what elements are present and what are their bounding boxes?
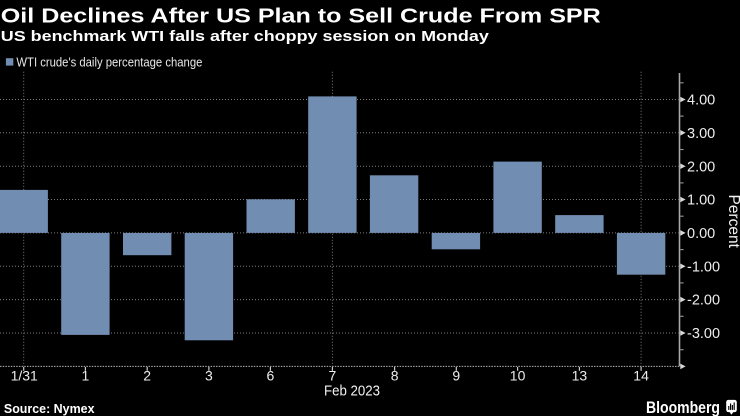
svg-text:8: 8 bbox=[391, 368, 399, 384]
svg-text:Feb 2023: Feb 2023 bbox=[324, 383, 380, 399]
svg-text:US benchmark WTI falls after c: US benchmark WTI falls after choppy sess… bbox=[1, 28, 490, 45]
svg-text:2: 2 bbox=[143, 368, 151, 384]
svg-text:WTI crude's daily percentage c: WTI crude's daily percentage change bbox=[16, 56, 202, 70]
svg-text:9: 9 bbox=[452, 368, 460, 384]
svg-text:3: 3 bbox=[205, 368, 213, 384]
svg-text:0.00: 0.00 bbox=[687, 226, 715, 242]
svg-text:Source: Nymex: Source: Nymex bbox=[4, 401, 95, 416]
svg-text:1/31: 1/31 bbox=[11, 368, 38, 384]
svg-text:-2.00: -2.00 bbox=[687, 293, 720, 309]
svg-text:6: 6 bbox=[267, 368, 275, 384]
svg-text:14: 14 bbox=[633, 368, 649, 384]
svg-text:Bloomberg: Bloomberg bbox=[646, 398, 720, 416]
svg-text:1.00: 1.00 bbox=[687, 193, 715, 209]
svg-text:7: 7 bbox=[329, 368, 337, 384]
svg-text:13: 13 bbox=[572, 368, 588, 384]
svg-text:3.00: 3.00 bbox=[687, 126, 715, 142]
svg-text:10: 10 bbox=[510, 368, 526, 384]
svg-text:4.00: 4.00 bbox=[687, 93, 715, 109]
svg-text:Percent: Percent bbox=[725, 194, 740, 248]
svg-text:Oil Declines After US Plan to: Oil Declines After US Plan to Sell Crude… bbox=[1, 6, 602, 28]
svg-text:2.00: 2.00 bbox=[687, 159, 715, 175]
svg-text:-1.00: -1.00 bbox=[687, 259, 720, 275]
svg-text:-3.00: -3.00 bbox=[687, 326, 720, 342]
svg-text:1: 1 bbox=[82, 368, 90, 384]
